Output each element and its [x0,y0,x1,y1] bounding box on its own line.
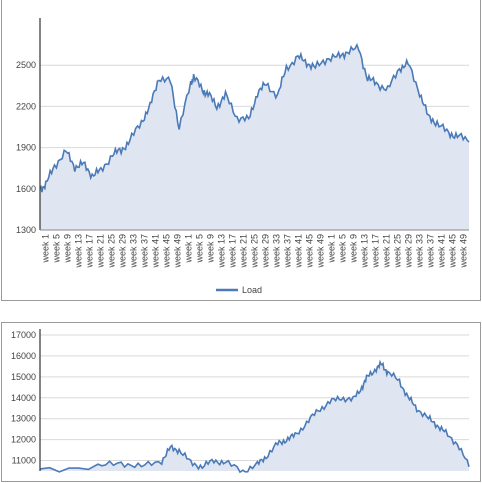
y-tick-label: 1900 [16,143,36,153]
x-tick-label: week 1 [184,234,194,264]
x-tick-label: week 25 [393,234,403,269]
x-tick-label: week 33 [129,234,139,269]
x-tick-label: week 25 [107,234,117,269]
x-tick-label: week 45 [162,234,172,269]
x-tick-label: week 13 [217,234,227,269]
load-chart-panel: 1300 1600 1900 2200 2500 week 1 week 5 week 9 we… [1,0,481,301]
x-tick-label: week 33 [272,234,282,269]
second-chart-panel: 11000 12000 13000 14000 15000 16000 17000 [1,322,481,482]
x-tick-label: week 29 [118,234,128,269]
x-tick-label: week 17 [371,234,381,269]
x-tick-label: week 9 [206,234,216,264]
y-tick-label: 17000 [11,330,36,340]
y-tick-label: 2200 [16,101,36,111]
series-line [39,359,470,474]
y-tick-label: 12000 [11,435,36,445]
series-area [40,362,469,473]
legend-label: Load [242,285,262,295]
x-tick-label: week 1 [41,234,51,264]
x-tick-label: week 5 [338,234,348,264]
x-tick-label: week 29 [261,234,271,269]
y-tick-label: 1300 [16,225,36,235]
x-tick-label: week 37 [140,234,150,269]
legend: Load [216,285,262,295]
x-tick-label: week 49 [316,234,326,269]
x-tick-label: week 41 [151,234,161,269]
x-tick-label: week 45 [305,234,315,269]
y-tick-label: 14000 [11,393,36,403]
second-chart: 11000 12000 13000 14000 15000 16000 17000 [11,329,470,474]
x-tick-label: week 9 [349,234,359,264]
x-tick-label: week 21 [239,234,249,269]
y-tick-label: 2500 [16,60,36,70]
x-tick-label: week 17 [85,234,95,269]
x-tick-label: week 5 [195,234,205,264]
x-tick-label: week 45 [448,234,458,269]
x-tick-label: week 21 [96,234,106,269]
y-tick-label: 13000 [11,414,36,424]
x-tick-label: week 41 [294,234,304,269]
x-tick-label: week 5 [52,234,62,264]
x-tick-label: week 13 [74,234,84,269]
series-area [40,44,469,230]
series-line [39,42,470,193]
x-tick-label: week 49 [459,234,469,269]
x-tick-label: week 41 [437,234,447,269]
x-tick-label: week 25 [250,234,260,269]
x-tick-label: week 21 [382,234,392,269]
x-tick-label: week 37 [426,234,436,269]
y-tick-label: 1600 [16,184,36,194]
x-tick-label: week 49 [173,234,183,269]
x-tick-label: week 9 [63,234,73,264]
x-tick-label: week 29 [404,234,414,269]
x-tick-label: week 17 [228,234,238,269]
x-tick-label: week 13 [360,234,370,269]
y-tick-label: 16000 [11,351,36,361]
x-tick-label: week 1 [327,234,337,264]
x-tick-label: week 37 [283,234,293,269]
x-tick-label: week 33 [415,234,425,269]
y-tick-label: 11000 [12,456,36,466]
y-tick-label: 15000 [11,372,36,382]
